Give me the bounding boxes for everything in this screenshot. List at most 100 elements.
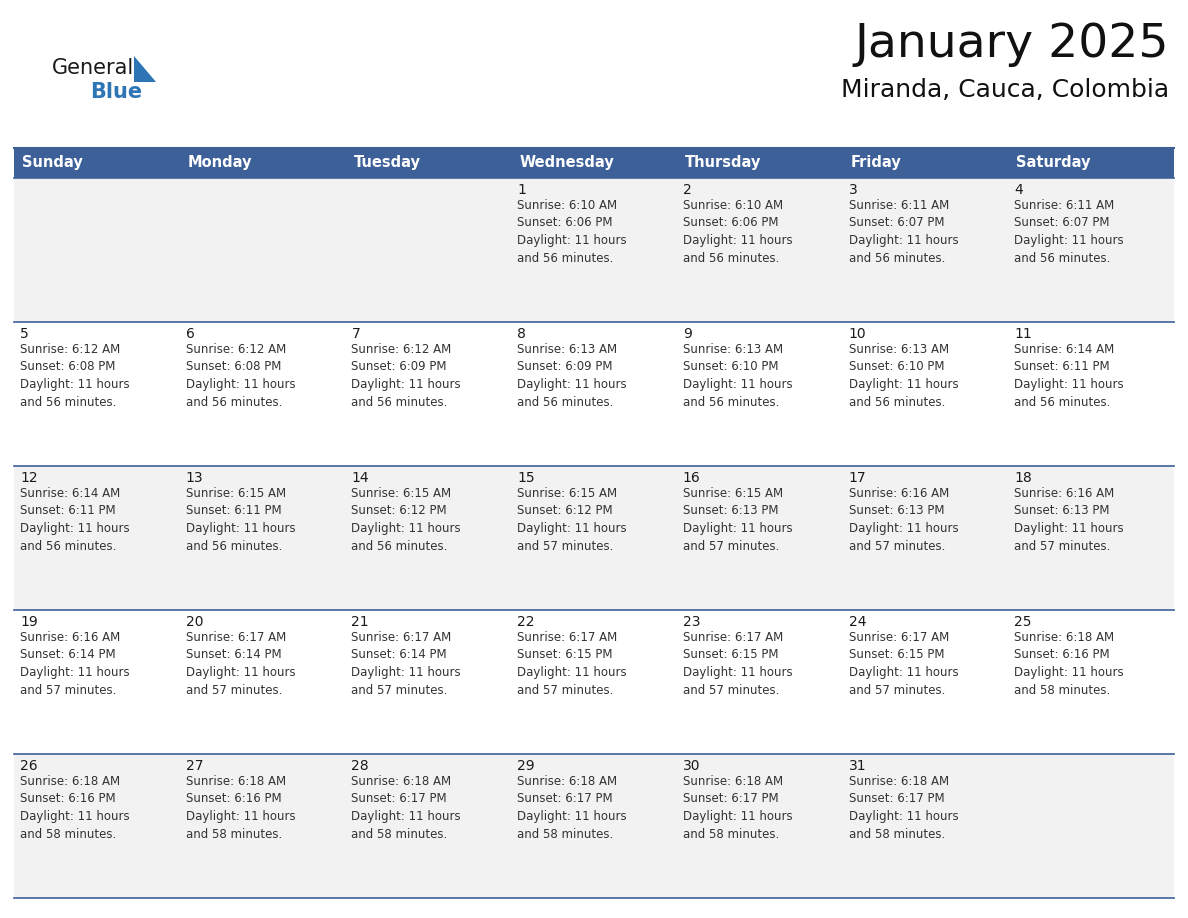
Text: Thursday: Thursday — [684, 155, 762, 171]
Text: Sunrise: 6:10 AM
Sunset: 6:06 PM
Daylight: 11 hours
and 56 minutes.: Sunrise: 6:10 AM Sunset: 6:06 PM Dayligh… — [683, 199, 792, 264]
Text: Sunrise: 6:18 AM
Sunset: 6:16 PM
Daylight: 11 hours
and 58 minutes.: Sunrise: 6:18 AM Sunset: 6:16 PM Dayligh… — [20, 775, 129, 841]
Bar — [1009, 466, 1174, 610]
Text: Sunrise: 6:12 AM
Sunset: 6:09 PM
Daylight: 11 hours
and 56 minutes.: Sunrise: 6:12 AM Sunset: 6:09 PM Dayligh… — [352, 343, 461, 409]
Text: 11: 11 — [1015, 327, 1032, 341]
Bar — [677, 466, 842, 610]
Text: 7: 7 — [352, 327, 360, 341]
Bar — [677, 178, 842, 322]
Text: 13: 13 — [185, 471, 203, 485]
Bar — [842, 178, 1009, 322]
Text: Sunrise: 6:18 AM
Sunset: 6:16 PM
Daylight: 11 hours
and 58 minutes.: Sunrise: 6:18 AM Sunset: 6:16 PM Dayligh… — [185, 775, 296, 841]
Text: Sunrise: 6:17 AM
Sunset: 6:15 PM
Daylight: 11 hours
and 57 minutes.: Sunrise: 6:17 AM Sunset: 6:15 PM Dayligh… — [517, 631, 627, 697]
Text: Sunrise: 6:13 AM
Sunset: 6:10 PM
Daylight: 11 hours
and 56 minutes.: Sunrise: 6:13 AM Sunset: 6:10 PM Dayligh… — [848, 343, 959, 409]
Text: 22: 22 — [517, 615, 535, 629]
Text: Sunrise: 6:14 AM
Sunset: 6:11 PM
Daylight: 11 hours
and 56 minutes.: Sunrise: 6:14 AM Sunset: 6:11 PM Dayligh… — [1015, 343, 1124, 409]
Text: Sunrise: 6:18 AM
Sunset: 6:17 PM
Daylight: 11 hours
and 58 minutes.: Sunrise: 6:18 AM Sunset: 6:17 PM Dayligh… — [517, 775, 627, 841]
Text: Sunrise: 6:11 AM
Sunset: 6:07 PM
Daylight: 11 hours
and 56 minutes.: Sunrise: 6:11 AM Sunset: 6:07 PM Dayligh… — [848, 199, 959, 264]
Text: Sunrise: 6:17 AM
Sunset: 6:15 PM
Daylight: 11 hours
and 57 minutes.: Sunrise: 6:17 AM Sunset: 6:15 PM Dayligh… — [683, 631, 792, 697]
Bar — [1009, 754, 1174, 898]
Bar — [179, 322, 346, 466]
Text: 30: 30 — [683, 759, 701, 773]
Text: 1: 1 — [517, 183, 526, 197]
Text: Sunrise: 6:15 AM
Sunset: 6:12 PM
Daylight: 11 hours
and 57 minutes.: Sunrise: 6:15 AM Sunset: 6:12 PM Dayligh… — [517, 487, 627, 553]
Text: 31: 31 — [848, 759, 866, 773]
Text: Sunrise: 6:16 AM
Sunset: 6:14 PM
Daylight: 11 hours
and 57 minutes.: Sunrise: 6:16 AM Sunset: 6:14 PM Dayligh… — [20, 631, 129, 697]
Text: Sunrise: 6:11 AM
Sunset: 6:07 PM
Daylight: 11 hours
and 56 minutes.: Sunrise: 6:11 AM Sunset: 6:07 PM Dayligh… — [1015, 199, 1124, 264]
Text: Sunrise: 6:17 AM
Sunset: 6:14 PM
Daylight: 11 hours
and 57 minutes.: Sunrise: 6:17 AM Sunset: 6:14 PM Dayligh… — [352, 631, 461, 697]
Text: 23: 23 — [683, 615, 701, 629]
Text: Monday: Monday — [188, 155, 252, 171]
Text: 20: 20 — [185, 615, 203, 629]
Bar — [346, 754, 511, 898]
Bar — [14, 178, 179, 322]
Text: Sunrise: 6:15 AM
Sunset: 6:12 PM
Daylight: 11 hours
and 56 minutes.: Sunrise: 6:15 AM Sunset: 6:12 PM Dayligh… — [352, 487, 461, 553]
Text: 29: 29 — [517, 759, 535, 773]
Text: Tuesday: Tuesday — [353, 155, 421, 171]
Text: Sunrise: 6:18 AM
Sunset: 6:17 PM
Daylight: 11 hours
and 58 minutes.: Sunrise: 6:18 AM Sunset: 6:17 PM Dayligh… — [848, 775, 959, 841]
Text: 2: 2 — [683, 183, 691, 197]
Text: 16: 16 — [683, 471, 701, 485]
Text: Sunrise: 6:16 AM
Sunset: 6:13 PM
Daylight: 11 hours
and 57 minutes.: Sunrise: 6:16 AM Sunset: 6:13 PM Dayligh… — [848, 487, 959, 553]
Bar — [511, 178, 677, 322]
Text: 28: 28 — [352, 759, 369, 773]
Text: Sunrise: 6:17 AM
Sunset: 6:14 PM
Daylight: 11 hours
and 57 minutes.: Sunrise: 6:17 AM Sunset: 6:14 PM Dayligh… — [185, 631, 296, 697]
Text: 19: 19 — [20, 615, 38, 629]
Bar — [677, 610, 842, 754]
Text: 21: 21 — [352, 615, 369, 629]
Text: Sunrise: 6:12 AM
Sunset: 6:08 PM
Daylight: 11 hours
and 56 minutes.: Sunrise: 6:12 AM Sunset: 6:08 PM Dayligh… — [20, 343, 129, 409]
Text: Miranda, Cauca, Colombia: Miranda, Cauca, Colombia — [841, 78, 1169, 102]
Text: 15: 15 — [517, 471, 535, 485]
Text: 18: 18 — [1015, 471, 1032, 485]
Text: Sunrise: 6:18 AM
Sunset: 6:17 PM
Daylight: 11 hours
and 58 minutes.: Sunrise: 6:18 AM Sunset: 6:17 PM Dayligh… — [683, 775, 792, 841]
Bar — [1009, 322, 1174, 466]
Text: Sunrise: 6:13 AM
Sunset: 6:10 PM
Daylight: 11 hours
and 56 minutes.: Sunrise: 6:13 AM Sunset: 6:10 PM Dayligh… — [683, 343, 792, 409]
Text: 27: 27 — [185, 759, 203, 773]
Bar — [511, 754, 677, 898]
Bar — [346, 322, 511, 466]
Bar — [1009, 178, 1174, 322]
Text: 12: 12 — [20, 471, 38, 485]
Bar — [677, 754, 842, 898]
Bar — [14, 466, 179, 610]
Text: Sunrise: 6:17 AM
Sunset: 6:15 PM
Daylight: 11 hours
and 57 minutes.: Sunrise: 6:17 AM Sunset: 6:15 PM Dayligh… — [848, 631, 959, 697]
Polygon shape — [134, 56, 156, 82]
Text: Sunrise: 6:10 AM
Sunset: 6:06 PM
Daylight: 11 hours
and 56 minutes.: Sunrise: 6:10 AM Sunset: 6:06 PM Dayligh… — [517, 199, 627, 264]
Bar — [842, 754, 1009, 898]
Text: Sunrise: 6:15 AM
Sunset: 6:13 PM
Daylight: 11 hours
and 57 minutes.: Sunrise: 6:15 AM Sunset: 6:13 PM Dayligh… — [683, 487, 792, 553]
Bar — [14, 754, 179, 898]
Text: Wednesday: Wednesday — [519, 155, 614, 171]
Text: Blue: Blue — [90, 82, 143, 102]
Text: 6: 6 — [185, 327, 195, 341]
Bar — [511, 322, 677, 466]
Text: Sunrise: 6:16 AM
Sunset: 6:13 PM
Daylight: 11 hours
and 57 minutes.: Sunrise: 6:16 AM Sunset: 6:13 PM Dayligh… — [1015, 487, 1124, 553]
Text: 9: 9 — [683, 327, 691, 341]
Bar — [511, 610, 677, 754]
Text: Sunrise: 6:14 AM
Sunset: 6:11 PM
Daylight: 11 hours
and 56 minutes.: Sunrise: 6:14 AM Sunset: 6:11 PM Dayligh… — [20, 487, 129, 553]
Bar — [179, 178, 346, 322]
Bar — [346, 610, 511, 754]
Text: January 2025: January 2025 — [854, 22, 1169, 67]
Bar — [14, 610, 179, 754]
Text: 14: 14 — [352, 471, 369, 485]
Bar — [677, 322, 842, 466]
Bar — [179, 466, 346, 610]
Bar — [14, 322, 179, 466]
Text: Sunday: Sunday — [23, 155, 83, 171]
Text: Sunrise: 6:12 AM
Sunset: 6:08 PM
Daylight: 11 hours
and 56 minutes.: Sunrise: 6:12 AM Sunset: 6:08 PM Dayligh… — [185, 343, 296, 409]
Bar — [511, 466, 677, 610]
Bar — [14, 148, 1174, 178]
Bar — [346, 466, 511, 610]
Bar — [179, 754, 346, 898]
Text: 8: 8 — [517, 327, 526, 341]
Bar — [346, 178, 511, 322]
Text: Friday: Friday — [851, 155, 902, 171]
Text: Sunrise: 6:15 AM
Sunset: 6:11 PM
Daylight: 11 hours
and 56 minutes.: Sunrise: 6:15 AM Sunset: 6:11 PM Dayligh… — [185, 487, 296, 553]
Text: 24: 24 — [848, 615, 866, 629]
Bar — [842, 322, 1009, 466]
Text: 3: 3 — [848, 183, 858, 197]
Text: Sunrise: 6:18 AM
Sunset: 6:16 PM
Daylight: 11 hours
and 58 minutes.: Sunrise: 6:18 AM Sunset: 6:16 PM Dayligh… — [1015, 631, 1124, 697]
Text: Sunrise: 6:13 AM
Sunset: 6:09 PM
Daylight: 11 hours
and 56 minutes.: Sunrise: 6:13 AM Sunset: 6:09 PM Dayligh… — [517, 343, 627, 409]
Text: 5: 5 — [20, 327, 29, 341]
Text: General: General — [52, 58, 134, 78]
Bar — [842, 610, 1009, 754]
